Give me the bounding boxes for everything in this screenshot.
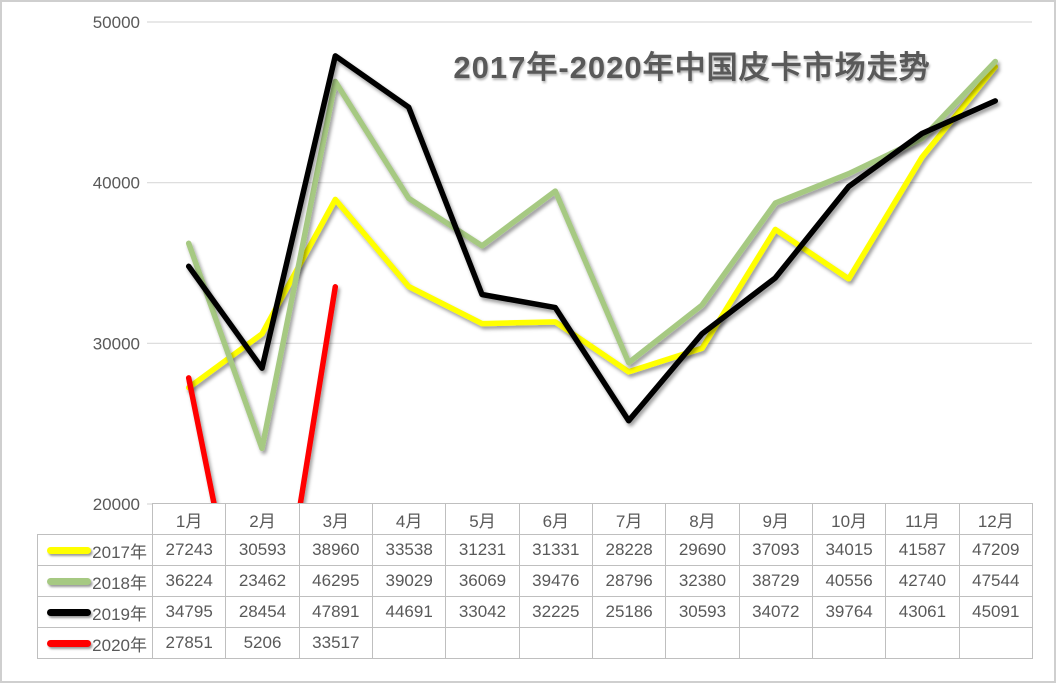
table-value-cell	[958, 627, 1033, 659]
table-value-cell: 33517	[298, 627, 373, 659]
table-value-cell: 34795	[151, 596, 227, 628]
table-value-cell: 36069	[445, 565, 520, 597]
y-axis-tick-label: 40000	[93, 174, 140, 193]
table-value-cell: 43061	[885, 596, 960, 628]
table-value-cell: 34072	[738, 596, 813, 628]
table-value-cell: 47891	[298, 596, 373, 628]
legend-line-swatch	[47, 639, 92, 647]
series-line-2020年	[185, 284, 339, 504]
legend-line-swatch	[47, 546, 92, 554]
month-header-cell: 11月	[885, 503, 960, 535]
table-value-cell: 47209	[958, 534, 1033, 566]
table-value-cell: 33538	[371, 534, 447, 566]
month-header-cell: 8月	[665, 503, 740, 535]
table-value-cell	[591, 627, 667, 659]
table-value-cell: 23462	[225, 565, 300, 597]
table-value-cell: 39764	[811, 596, 887, 628]
table-value-cell: 41587	[885, 534, 960, 566]
table-value-cell: 36224	[151, 565, 227, 597]
table-value-cell	[371, 627, 447, 659]
table-value-cell: 45091	[958, 596, 1033, 628]
table-value-cell: 31231	[445, 534, 520, 566]
series-line-2019年	[185, 53, 999, 424]
month-header-cell: 1月	[151, 503, 227, 535]
legend-cell: 2017年	[37, 534, 153, 566]
table-value-cell: 28454	[225, 596, 300, 628]
legend-cell: 2020年	[37, 627, 153, 659]
table-value-cell: 44691	[371, 596, 447, 628]
table-value-cell: 38729	[738, 565, 813, 597]
series-name-label: 2017年	[92, 542, 147, 562]
month-header-cell: 10月	[811, 503, 887, 535]
table-value-cell: 27851	[151, 627, 227, 659]
table-value-cell: 5206	[225, 627, 300, 659]
table-value-cell	[445, 627, 520, 659]
legend-line-swatch	[47, 608, 92, 616]
table-value-cell: 42740	[885, 565, 960, 597]
y-axis-tick-label: 30000	[93, 334, 140, 353]
table-value-cell: 39476	[518, 565, 593, 597]
table-value-cell: 32380	[665, 565, 740, 597]
table-value-cell: 33042	[445, 596, 520, 628]
table-value-cell: 32225	[518, 596, 593, 628]
table-value-cell: 46295	[298, 565, 373, 597]
legend-line-swatch	[47, 577, 92, 585]
series-line-2017年	[185, 64, 999, 391]
month-header-cell: 12月	[958, 503, 1033, 535]
table-value-cell: 34015	[811, 534, 887, 566]
table-value-cell: 38960	[298, 534, 373, 566]
table-row-2018年: 2018年 36224 23462 46295 39029 36069 39476 28796…	[37, 565, 1033, 597]
table-value-cell	[885, 627, 960, 659]
table-value-cell: 31331	[518, 534, 593, 566]
table-row-2019年: 2019年 34795 28454 47891 44691 33042 32225 25186…	[37, 596, 1033, 628]
legend-cell: 2018年	[37, 565, 153, 597]
table-value-cell	[518, 627, 593, 659]
month-header-cell: 9月	[738, 503, 813, 535]
month-header-cell: 4月	[371, 503, 447, 535]
series-name-label: 2018年	[92, 573, 147, 593]
table-value-cell	[738, 627, 813, 659]
month-header-cell: 3月	[298, 503, 373, 535]
y-axis-labels: 50000 40000 30000 20000	[93, 13, 140, 514]
table-row-2017年: 2017年 27243 30593 38960 33538 31231 31331 28228…	[37, 534, 1033, 566]
table-value-cell	[665, 627, 740, 659]
month-header-cell: 6月	[518, 503, 593, 535]
data-table: 1月 2月 3月 4月 5月 6月 7月 8月 9月 10月 11月 12月 2017年 27243 30…	[37, 503, 1033, 659]
month-header-cell: 7月	[591, 503, 667, 535]
table-value-cell	[811, 627, 887, 659]
table-value-cell: 28796	[591, 565, 667, 597]
table-value-cell: 27243	[151, 534, 227, 566]
table-value-cell: 47544	[958, 565, 1033, 597]
table-corner-blank	[38, 504, 153, 535]
chart-title: 2017年-2020年中国皮卡市场走势	[453, 50, 931, 85]
series-name-label: 2019年	[92, 604, 147, 624]
table-header-row: 1月 2月 3月 4月 5月 6月 7月 8月 9月 10月 11月 12月	[38, 503, 1033, 535]
month-header-cell: 2月	[225, 503, 300, 535]
table-value-cell: 29690	[665, 534, 740, 566]
series-lines-layer	[185, 53, 999, 504]
series-line-2018年	[185, 58, 999, 452]
table-value-cell: 30593	[665, 596, 740, 628]
y-axis-tick-label: 50000	[93, 13, 140, 32]
series-name-label: 2020年	[92, 635, 147, 655]
table-value-cell: 40556	[811, 565, 887, 597]
table-value-cell: 30593	[225, 534, 300, 566]
table-value-cell: 25186	[591, 596, 667, 628]
legend-cell: 2019年	[37, 596, 153, 628]
month-header-cell: 5月	[445, 503, 520, 535]
table-row-2020年: 2020年 27851 5206 33517	[37, 627, 1033, 659]
table-value-cell: 37093	[738, 534, 813, 566]
table-value-cell: 28228	[591, 534, 667, 566]
table-value-cell: 39029	[371, 565, 447, 597]
gridlines	[147, 21, 1032, 505]
y-axis-tick-label: 20000	[93, 495, 140, 514]
